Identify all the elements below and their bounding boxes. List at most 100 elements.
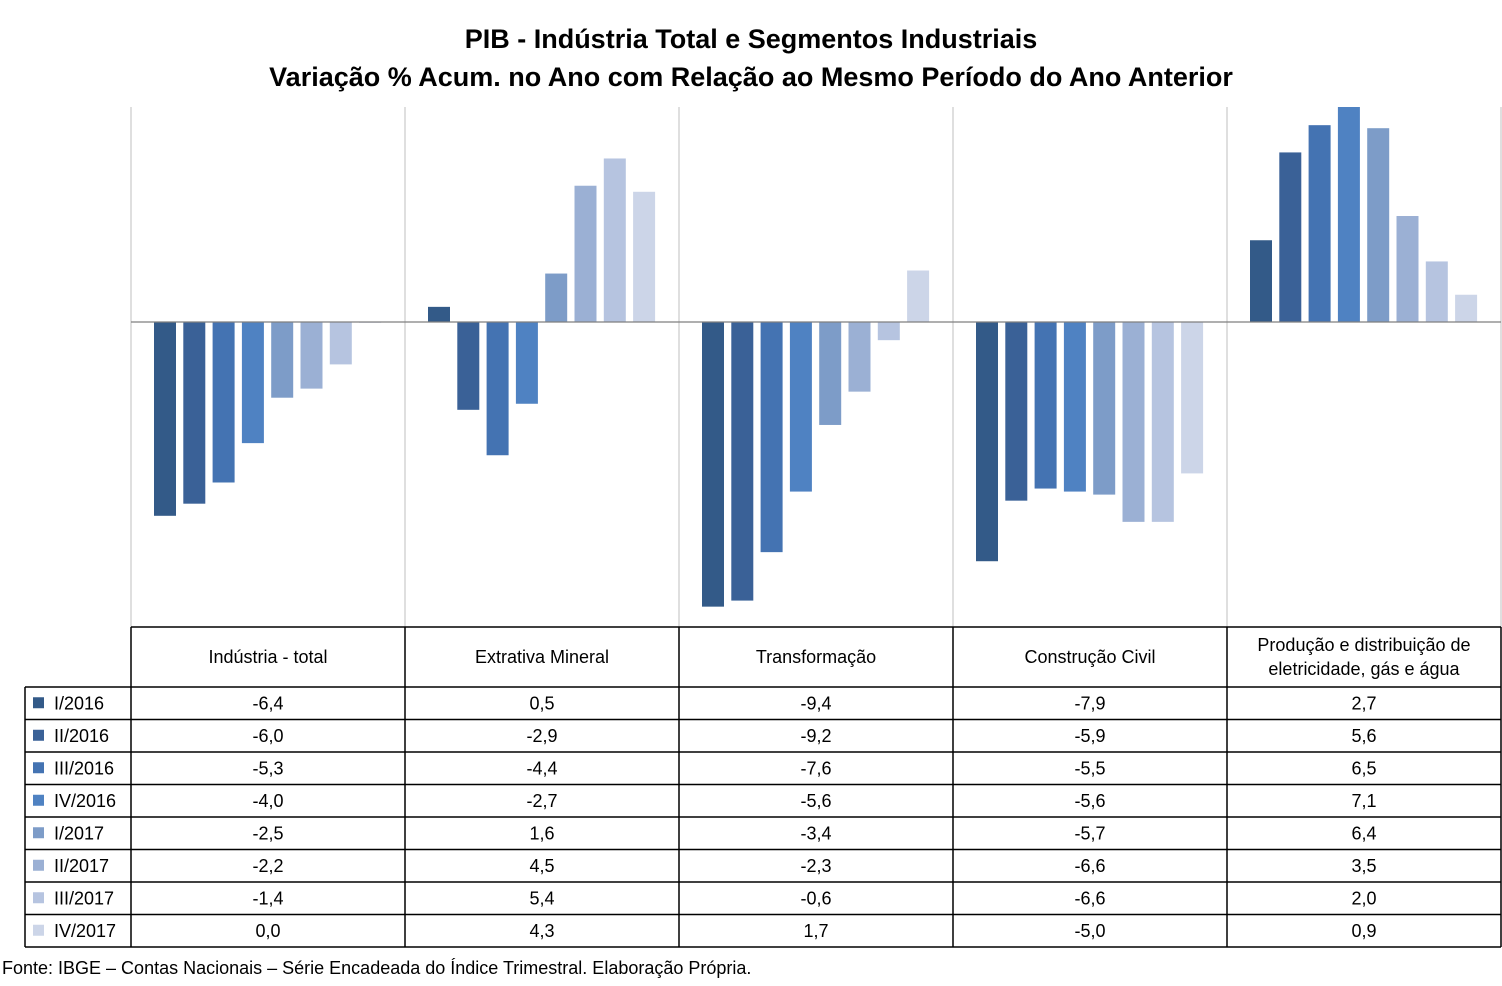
- bar: [1250, 240, 1272, 322]
- bar: [603, 158, 626, 322]
- data-label: -2,3: [800, 856, 831, 876]
- data-label: -5,9: [1074, 726, 1105, 746]
- data-label: -5,5: [1074, 758, 1105, 778]
- data-label: -7,9: [1074, 693, 1105, 713]
- data-label: -2,7: [526, 791, 557, 811]
- legend-label: IV/2016: [54, 791, 116, 811]
- data-label: -3,4: [800, 823, 831, 843]
- data-label: -6,6: [1074, 888, 1105, 908]
- data-label: -6,6: [1074, 856, 1105, 876]
- data-label: -9,4: [800, 693, 831, 713]
- bar: [702, 322, 724, 607]
- bar: [1151, 322, 1174, 522]
- data-label: 1,6: [529, 823, 554, 843]
- data-label: -5,0: [1074, 921, 1105, 941]
- data-label: 4,5: [529, 856, 554, 876]
- bar: [515, 322, 538, 404]
- data-label: -2,5: [252, 823, 283, 843]
- bar: [300, 322, 323, 389]
- bar: [1181, 322, 1204, 474]
- bar: [1122, 322, 1145, 522]
- data-label: -0,6: [800, 888, 831, 908]
- legend-label: II/2016: [54, 726, 109, 746]
- bar: [183, 322, 206, 504]
- data-label: 2,0: [1351, 888, 1376, 908]
- legend-swatch: [33, 924, 44, 936]
- bar: [1455, 294, 1478, 322]
- legend-label: I/2017: [54, 823, 104, 843]
- data-label: -5,6: [1074, 791, 1105, 811]
- legend-swatch: [33, 697, 44, 709]
- bar: [428, 306, 450, 322]
- category-label: Extrativa Mineral: [475, 647, 609, 667]
- data-label: 7,1: [1351, 791, 1376, 811]
- legend-swatch: [33, 729, 44, 741]
- category-label: Transformação: [756, 647, 876, 667]
- data-label: -1,4: [252, 888, 283, 908]
- data-label: -5,3: [252, 758, 283, 778]
- bar: [1279, 152, 1302, 322]
- bar: [574, 185, 597, 322]
- legend-swatch: [33, 892, 44, 904]
- legend-label: II/2017: [54, 856, 109, 876]
- bar: [1093, 322, 1116, 495]
- bar: [486, 322, 509, 456]
- chart-title: PIB - Indústria Total e Segmentos Indust…: [464, 24, 1038, 54]
- bar: [457, 322, 480, 410]
- data-label: 1,7: [803, 921, 828, 941]
- bar: [1063, 322, 1086, 492]
- data-label: 3,5: [1351, 856, 1376, 876]
- legend-swatch: [33, 827, 44, 839]
- data-label: 6,4: [1351, 823, 1376, 843]
- bar: [271, 322, 294, 398]
- legend-swatch: [33, 794, 44, 806]
- bar: [877, 322, 900, 341]
- bar: [633, 191, 656, 322]
- legend-swatch: [33, 859, 44, 871]
- data-label: 2,7: [1351, 693, 1376, 713]
- bar: [154, 322, 176, 516]
- data-label: -2,9: [526, 726, 557, 746]
- category-label: Indústria - total: [208, 647, 327, 667]
- data-label: 5,4: [529, 888, 554, 908]
- data-label: 5,6: [1351, 726, 1376, 746]
- source-note: Fonte: IBGE – Contas Nacionais – Série E…: [2, 958, 752, 978]
- data-label: 6,5: [1351, 758, 1376, 778]
- data-label: -5,6: [800, 791, 831, 811]
- data-label: 0,5: [529, 693, 554, 713]
- bar: [241, 322, 264, 444]
- data-label: -9,2: [800, 726, 831, 746]
- bar: [329, 322, 352, 365]
- bar: [545, 273, 568, 322]
- category-label: Construção Civil: [1024, 647, 1155, 667]
- data-label: 4,3: [529, 921, 554, 941]
- data-label: 0,9: [1351, 921, 1376, 941]
- bar: [1337, 107, 1360, 322]
- bar: [976, 322, 998, 562]
- chart-subtitle: Variação % Acum. no Ano com Relação ao M…: [269, 62, 1233, 92]
- bar: [819, 322, 842, 425]
- data-label: -5,7: [1074, 823, 1105, 843]
- legend-label: I/2016: [54, 693, 104, 713]
- legend-label: III/2016: [54, 758, 114, 778]
- bar: [1308, 125, 1331, 323]
- data-label: -4,4: [526, 758, 557, 778]
- bar: [848, 322, 871, 392]
- bar: [1367, 128, 1390, 322]
- data-label: -6,0: [252, 726, 283, 746]
- data-label: 0,0: [255, 921, 280, 941]
- bar: [1425, 261, 1448, 322]
- bar: [1396, 216, 1419, 322]
- legend-label: III/2017: [54, 888, 114, 908]
- legend-label: IV/2017: [54, 921, 116, 941]
- bar: [789, 322, 812, 492]
- bar: [1005, 322, 1028, 501]
- legend-swatch: [33, 762, 44, 774]
- category-label: Produção e distribuição de eletricidade, …: [1257, 635, 1470, 679]
- data-label: -4,0: [252, 791, 283, 811]
- bar: [907, 270, 930, 322]
- bar: [1034, 322, 1057, 489]
- bar: [212, 322, 235, 483]
- data-label: -7,6: [800, 758, 831, 778]
